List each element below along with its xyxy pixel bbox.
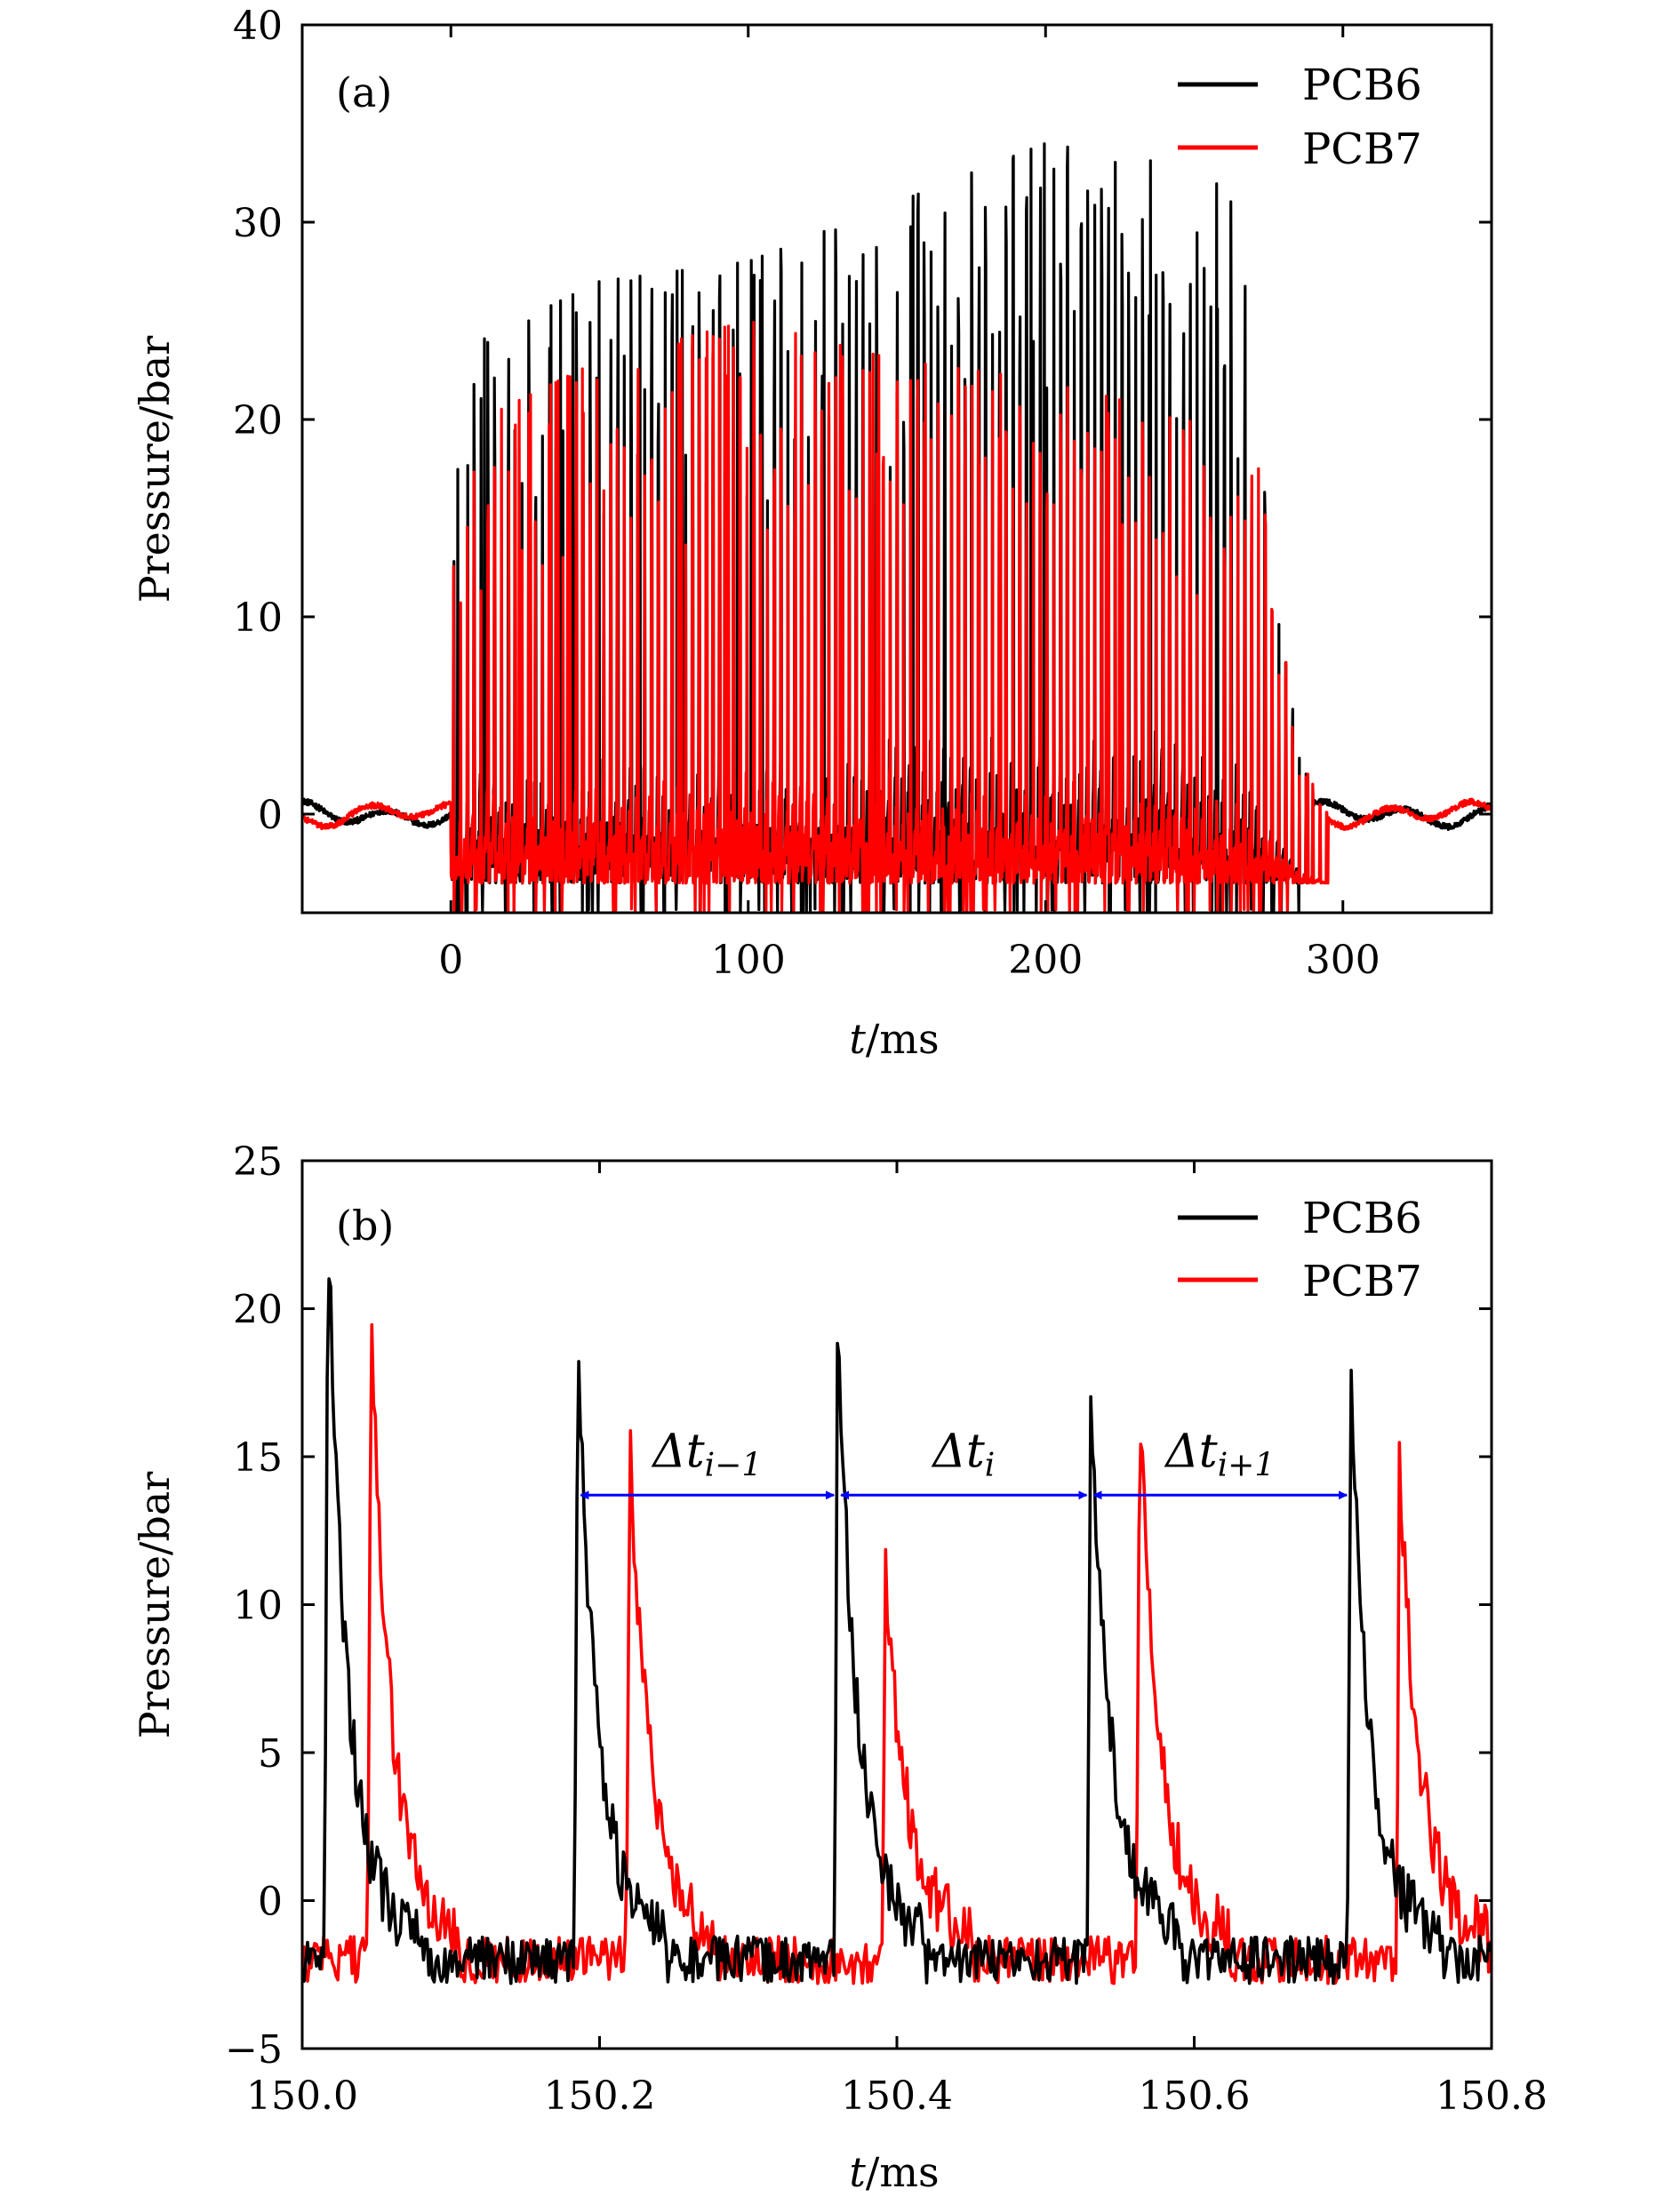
x-tick-label: 0 — [438, 938, 463, 983]
y-tick-label: 20 — [233, 398, 283, 443]
y-tick-label: 0 — [258, 793, 283, 838]
plot-frame-a — [300, 23, 1493, 915]
y-tick-label: 20 — [233, 1288, 283, 1333]
legend-label-pcb7-a: PCB7 — [1302, 124, 1422, 174]
legend-label-pcb6-b: PCB6 — [1302, 1194, 1422, 1243]
panel-b: Δti−1 Δti Δti+1 150.0 150.2 150.4 150.6 150.8 −… — [131, 1139, 1548, 2196]
panel-label-b: (b) — [336, 1202, 394, 1250]
y-axis-label-b: Pressure/bar — [131, 1472, 179, 1739]
series-line-pcb7-a — [302, 321, 1492, 913]
x-tick-label: 100 — [711, 938, 786, 983]
x-axis-label-b: t/ms — [849, 2148, 939, 2196]
delta-t-label-0: Δti−1 — [651, 1425, 762, 1483]
delta-t-label-1: Δti — [931, 1425, 995, 1483]
y-tick-label: 15 — [233, 1435, 283, 1481]
y-tick-label: 10 — [233, 595, 283, 641]
x-tick-label: 200 — [1008, 938, 1083, 983]
x-tick-label: 150.2 — [544, 2073, 656, 2119]
panel-a: 0 100 200 300 0 10 20 30 40 (a) PCB6 PCB7 t/ms P… — [131, 4, 1493, 1063]
y-tick-label: 5 — [258, 1731, 283, 1777]
y-tick-label: 10 — [233, 1584, 283, 1629]
legend-label-pcb7-b: PCB7 — [1302, 1257, 1422, 1306]
y-tick-label: 25 — [233, 1139, 283, 1185]
x-tick-label: 300 — [1306, 938, 1380, 983]
panel-label-a: (a) — [336, 68, 392, 116]
y-tick-label: −5 — [225, 2027, 283, 2073]
y-tick-label: 40 — [233, 4, 283, 49]
x-tick-label: 150.6 — [1139, 2073, 1251, 2119]
x-tick-label: 150.8 — [1436, 2073, 1548, 2119]
series-line-pcb6-b — [302, 1277, 1492, 1985]
y-tick-label: 0 — [258, 1880, 283, 1925]
legend-label-pcb6-a: PCB6 — [1302, 60, 1422, 110]
x-tick-label: 150.0 — [246, 2073, 358, 2119]
y-tick-label: 30 — [233, 201, 283, 246]
x-tick-label: 150.4 — [841, 2073, 953, 2119]
y-axis-label-a: Pressure/bar — [131, 336, 179, 603]
x-axis-label-a: t/ms — [849, 1015, 939, 1063]
series-line-pcb7-b — [302, 1322, 1492, 1985]
delta-t-label-2: Δti+1 — [1164, 1425, 1275, 1483]
